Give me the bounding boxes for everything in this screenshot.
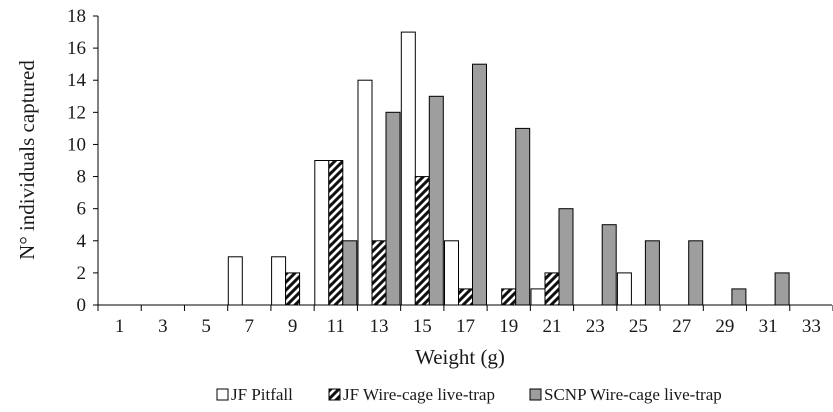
y-tick-label: 10 — [67, 134, 86, 155]
x-tick-label: 27 — [672, 316, 691, 337]
bar-series-1-cat-15 — [414, 176, 430, 306]
bar-series-0-cat-13 — [357, 79, 373, 306]
y-tick-label: 2 — [77, 263, 87, 284]
y-axis-title: N° individuals captured — [15, 60, 39, 260]
bar-series-1-cat-11 — [328, 160, 344, 306]
x-tick-label: 7 — [245, 316, 255, 337]
bar-series-2-cat-11 — [342, 240, 358, 306]
bar-series-0-cat-21 — [530, 288, 546, 306]
x-tick-label: 15 — [413, 316, 432, 337]
y-tick-label: 18 — [67, 6, 86, 27]
bar-series-1-cat-21 — [544, 272, 560, 306]
y-tick-label: 16 — [67, 38, 86, 59]
legend-label-jf-pitfall: JF Pitfall — [231, 385, 293, 404]
y-tick-label: 14 — [67, 70, 87, 91]
bar-series-1-cat-13 — [371, 240, 387, 306]
bar-series-1-cat-9 — [285, 272, 301, 306]
x-tick-label: 21 — [543, 316, 562, 337]
bar-series-2-cat-29 — [731, 288, 747, 306]
legend: JF Pitfall JF Wire-cage live-trap SCNP W… — [216, 385, 722, 404]
bar-series-2-cat-21 — [558, 208, 574, 306]
bar-series-0-cat-17 — [444, 240, 459, 306]
x-tick-label: 3 — [158, 316, 168, 337]
bar-series-0-cat-9 — [271, 256, 287, 306]
bar-series-1-cat-19 — [501, 288, 517, 306]
bar-series-2-cat-25 — [644, 240, 660, 306]
bar-series-2-cat-27 — [688, 240, 704, 306]
x-tick-label: 33 — [802, 316, 821, 337]
bar-series-2-cat-23 — [601, 224, 617, 306]
y-tick-label: 6 — [77, 199, 87, 220]
legend-swatch-scnp-wire-cage — [529, 388, 542, 401]
x-tick-label: 5 — [201, 316, 211, 337]
y-tick-label: 4 — [77, 231, 87, 252]
legend-label-jf-wire-cage: JF Wire-cage live-trap — [343, 385, 495, 404]
bar-series-2-cat-15 — [428, 95, 444, 306]
legend-swatch-jf-pitfall — [216, 388, 229, 401]
legend-swatch-jf-wire-cage — [328, 388, 341, 401]
x-tick-label: 25 — [629, 316, 648, 337]
x-tick-label: 31 — [759, 316, 778, 337]
y-tick-label: 0 — [77, 295, 87, 316]
x-tick-label: 11 — [327, 316, 345, 337]
bar-series-0-cat-7 — [227, 256, 243, 306]
x-tick-label: 13 — [370, 316, 389, 337]
x-axis-title: Weight (g) — [415, 345, 505, 369]
y-tick-label: 8 — [77, 167, 87, 188]
bar-series-2-cat-13 — [385, 111, 401, 306]
bar-series-2-cat-31 — [774, 272, 790, 306]
x-tick-label: 19 — [499, 316, 518, 337]
x-tick-label: 29 — [715, 316, 734, 337]
x-tick-label: 9 — [288, 316, 298, 337]
legend-label-scnp-wire-cage: SCNP Wire-cage live-trap — [544, 385, 722, 404]
bar-series-0-cat-15 — [400, 31, 416, 306]
bar-series-0-cat-25 — [616, 272, 632, 306]
y-tick-label: 12 — [67, 102, 86, 123]
x-tick-label: 23 — [586, 316, 605, 337]
axes-layer — [93, 15, 833, 311]
x-tick-label: 17 — [456, 316, 475, 337]
x-tick-label: 1 — [115, 316, 125, 337]
bar-series-2-cat-17 — [472, 63, 487, 306]
bar-series-2-cat-19 — [515, 127, 531, 306]
bar-series-1-cat-17 — [458, 288, 473, 306]
bar-series-0-cat-11 — [314, 160, 330, 306]
bars-layer — [227, 31, 790, 306]
